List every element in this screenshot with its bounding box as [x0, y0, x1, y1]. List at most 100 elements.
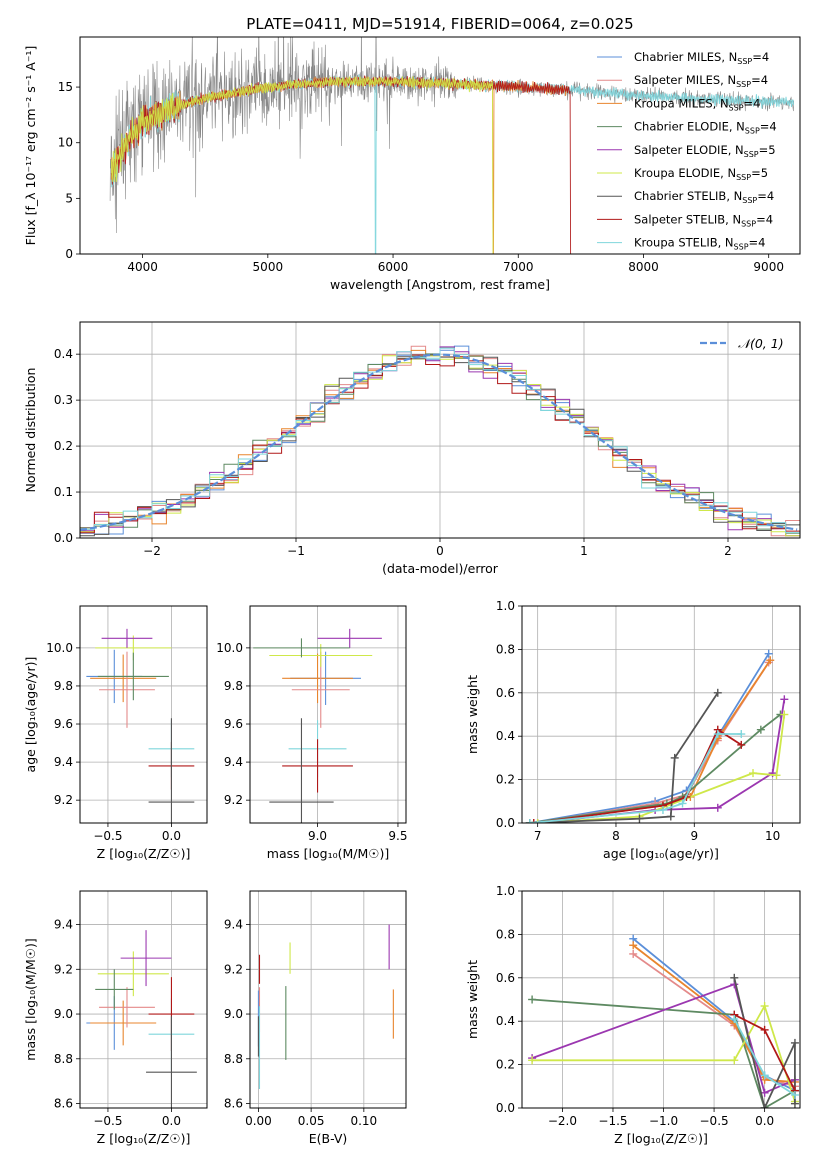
series-marker — [749, 769, 758, 778]
series-marker — [533, 819, 542, 823]
y-tick-label: 1.0 — [496, 884, 515, 898]
errorbar-point — [282, 739, 353, 793]
y-tick-label: 0.2 — [496, 773, 515, 787]
errorbar-point — [282, 653, 353, 704]
x-axis-label: mass [log₁₀(M/M☉)] — [267, 846, 389, 861]
x-tick-label: 0.0 — [162, 1114, 181, 1128]
y-axis-label: Normed distribution — [23, 368, 38, 493]
x-tick-label: −0.5 — [93, 829, 122, 843]
x-tick-label: 7000 — [503, 260, 534, 274]
errorbar-point — [101, 628, 153, 648]
errorbar-point — [90, 1000, 157, 1046]
legend-entry: Salpeter ELODIE, NSSP=5 — [634, 143, 776, 159]
series-marker — [790, 1090, 799, 1099]
series-marker — [737, 730, 746, 739]
panel-residuals: −2 −1 0 1 2 0.0 0.1 0.2 0.3 0.4 (data-model)/error… — [23, 321, 801, 576]
y-tick-label: 0.0 — [496, 1101, 515, 1115]
x-tick-label: −1.0 — [649, 1114, 678, 1128]
series-marker — [658, 805, 667, 814]
axes-frame — [79, 890, 208, 1109]
errorbar-point — [97, 652, 169, 701]
y-tick-label: 9.2 — [224, 962, 243, 976]
series-line-chabrier_stelib — [733, 977, 796, 1108]
series-marker — [756, 725, 765, 734]
errorbar-point — [148, 718, 195, 823]
plot-area — [528, 934, 799, 1108]
y-tick-label: 9.8 — [224, 679, 243, 693]
y-tick-label: 1.0 — [496, 599, 515, 613]
x-tick-label: −2 — [143, 544, 161, 558]
y-tick-label: 8.8 — [54, 1052, 73, 1066]
errorbar-point — [95, 969, 134, 1010]
histogram-kroupa_stelib — [80, 347, 800, 534]
x-tick-label: 1 — [580, 544, 588, 558]
x-tick-label: −0.5 — [93, 1114, 122, 1128]
x-tick-label: 0.10 — [350, 1114, 377, 1128]
x-tick-label: 6000 — [378, 260, 409, 274]
x-tick-label: 9000 — [753, 260, 784, 274]
series-line-kroupa_elodie — [532, 1003, 796, 1102]
x-tick-label: 8000 — [628, 260, 659, 274]
axes-frame — [521, 890, 801, 1109]
y-tick-label: 0.6 — [496, 686, 515, 700]
y-tick-label: 10 — [58, 136, 73, 150]
panel-mass_vs_ebv: 0.00 0.05 0.10 8.6 8.8 9.0 9.2 9.4 E(B-V) — [224, 890, 407, 1146]
axes-frame — [79, 605, 208, 824]
legend-entry: Kroupa ELODIE, NSSP=5 — [634, 166, 768, 182]
series-marker — [760, 1025, 769, 1034]
series-line-kroupa_miles — [632, 944, 795, 1083]
x-axis-label: (data-model)/error — [382, 561, 499, 576]
x-tick-label: 4000 — [127, 260, 158, 274]
x-tick-label: −1.5 — [598, 1114, 627, 1128]
series-line-salpeter_stelib — [533, 728, 742, 823]
y-tick-label: 0.1 — [54, 485, 73, 499]
x-tick-label: 9.0 — [308, 829, 327, 843]
y-tick-label: 0.0 — [54, 531, 73, 545]
x-tick-label: 5000 — [253, 260, 284, 274]
series-marker — [528, 1056, 537, 1065]
series-marker — [780, 710, 789, 719]
legend: 𝒩(0, 1) — [700, 336, 784, 351]
plot-area — [86, 930, 197, 1108]
y-tick-label: 0.6 — [496, 971, 515, 985]
y-tick-label: 0.0 — [496, 816, 515, 830]
axes-frame — [249, 890, 407, 1109]
y-tick-label: 9.8 — [54, 679, 73, 693]
series-marker — [629, 941, 638, 950]
series-marker — [629, 949, 638, 958]
y-axis-label: mass [log₁₀(M/M☉)] — [23, 938, 38, 1060]
x-axis-label: Z [log₁₀(Z/Z☉)] — [97, 1131, 191, 1146]
legend-entry: 𝒩(0, 1) — [738, 336, 784, 351]
x-tick-label: 0.0 — [162, 829, 181, 843]
y-tick-label: 15 — [58, 80, 73, 94]
axes-frame — [521, 605, 801, 824]
series-marker — [713, 730, 722, 739]
y-tick-label: 9.2 — [224, 793, 243, 807]
y-tick-label: 9.2 — [54, 962, 73, 976]
y-tick-label: 0.2 — [496, 1058, 515, 1072]
series-marker — [678, 799, 687, 808]
x-axis-label: E(B-V) — [309, 1131, 348, 1146]
legend-entry: Kroupa STELIB, NSSP=4 — [634, 236, 765, 252]
series-line-chabrier_elodie — [532, 998, 796, 1108]
y-tick-label: 9.4 — [224, 918, 243, 932]
x-tick-label: 0.0 — [755, 1114, 774, 1128]
y-tick-label: 9.6 — [224, 717, 243, 731]
series-marker — [528, 995, 537, 1004]
errorbar-point — [99, 651, 155, 728]
y-tick-label: 0.2 — [54, 439, 73, 453]
y-tick-label: 5 — [65, 191, 73, 205]
series-marker — [772, 771, 781, 780]
plot-area — [253, 628, 382, 823]
axes-frame — [249, 605, 407, 824]
x-tick-label: 0 — [436, 544, 444, 558]
x-axis-label: age [log₁₀(age/yr)] — [603, 846, 719, 861]
plot-area — [80, 345, 800, 537]
series-marker — [790, 1099, 799, 1108]
panel-mass_weight_vs_age: 7 8 9 10 0.0 0.2 0.4 0.6 0.8 1.0 age [log₁₀(age/yr… — [465, 599, 801, 861]
y-tick-label: 8.6 — [224, 1097, 243, 1111]
plot-area — [525, 649, 789, 823]
model-line-kroupa_elodie — [110, 75, 494, 254]
series-marker — [670, 753, 679, 762]
y-tick-label: 10.0 — [216, 641, 243, 655]
